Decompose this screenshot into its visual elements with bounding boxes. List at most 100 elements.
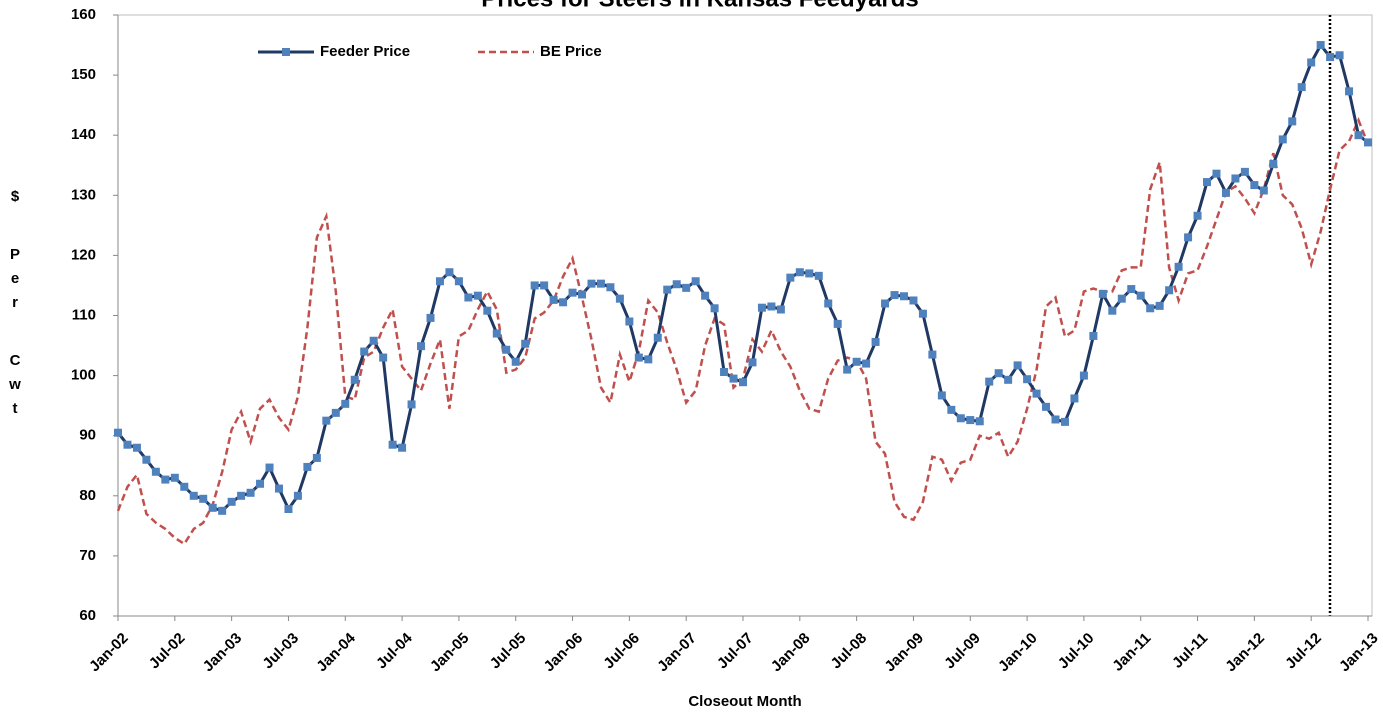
marker — [511, 357, 520, 366]
marker — [218, 506, 227, 515]
marker — [1004, 375, 1013, 384]
x-tick-label: Jul-03 — [259, 630, 302, 673]
x-tick-label: Jan-09 — [881, 630, 927, 676]
marker — [407, 400, 416, 409]
x-tick-label: Jan-05 — [427, 630, 473, 676]
marker — [492, 329, 501, 338]
marker — [587, 279, 596, 288]
marker — [786, 273, 795, 282]
x-tick-label: Jul-06 — [600, 630, 643, 673]
marker — [1335, 51, 1344, 60]
marker — [1070, 394, 1079, 403]
marker — [246, 488, 255, 497]
marker — [331, 408, 340, 417]
marker — [644, 355, 653, 364]
marker — [928, 350, 937, 359]
x-tick-label: Jul-02 — [146, 630, 189, 673]
marker — [1079, 371, 1088, 380]
x-tick-label: Jan-08 — [768, 630, 814, 676]
marker — [454, 277, 463, 286]
marker — [985, 377, 994, 386]
marker — [435, 277, 444, 286]
marker — [956, 414, 965, 423]
marker — [776, 305, 785, 314]
marker — [852, 357, 861, 366]
marker — [1288, 117, 1297, 126]
marker — [1354, 131, 1363, 140]
marker — [739, 378, 747, 387]
marker — [1155, 301, 1164, 310]
marker — [1250, 181, 1259, 190]
marker — [568, 288, 577, 297]
marker — [899, 292, 908, 301]
y-tick-label: 100 — [71, 367, 96, 384]
marker — [634, 353, 643, 362]
marker — [767, 302, 776, 311]
marker — [596, 279, 605, 288]
marker — [1240, 167, 1249, 176]
marker — [151, 467, 160, 476]
marker — [1098, 289, 1107, 298]
y-tick-label: 70 — [79, 547, 96, 564]
marker — [341, 399, 350, 408]
x-tick-label: Jan-03 — [200, 630, 246, 676]
marker — [862, 359, 871, 368]
marker — [1212, 169, 1221, 178]
marker — [521, 339, 530, 348]
legend-label: BE Price — [540, 43, 602, 60]
marker — [1117, 294, 1126, 303]
marker — [483, 306, 492, 315]
marker — [1127, 285, 1136, 294]
x-tick-label: Jul-04 — [373, 629, 416, 672]
marker — [426, 313, 435, 322]
y-tick-label: 60 — [79, 607, 96, 624]
marker — [1013, 361, 1022, 370]
marker — [578, 290, 587, 299]
marker — [871, 337, 880, 346]
marker — [379, 353, 388, 362]
marker — [701, 291, 710, 300]
legend-label: Feeder Price — [320, 43, 410, 60]
marker — [189, 491, 198, 500]
marker — [795, 268, 804, 277]
series-line — [116, 42, 1369, 513]
marker — [1108, 306, 1117, 315]
x-tick-label: Jan-06 — [541, 630, 587, 676]
marker — [502, 345, 511, 354]
x-tick-label: Jul-07 — [714, 630, 757, 673]
x-tick-label: Jan-11 — [1109, 630, 1154, 675]
marker — [265, 463, 274, 472]
marker — [237, 491, 246, 500]
marker — [1023, 375, 1032, 384]
marker — [1146, 304, 1155, 313]
marker — [909, 296, 918, 305]
marker — [398, 443, 407, 452]
marker — [757, 303, 766, 312]
marker — [1269, 160, 1278, 169]
marker — [615, 294, 624, 303]
y-tick-label: 90 — [79, 427, 96, 444]
marker — [1042, 402, 1051, 411]
marker — [1089, 331, 1098, 340]
marker — [824, 299, 833, 308]
marker — [1203, 178, 1212, 187]
marker — [833, 319, 842, 328]
x-tick-label: Jul-05 — [487, 630, 530, 673]
marker — [947, 405, 956, 414]
x-tick-label: Jan-07 — [654, 630, 700, 676]
marker — [123, 440, 132, 449]
marker — [208, 503, 217, 512]
marker — [1326, 53, 1335, 62]
marker — [350, 375, 359, 384]
marker — [1060, 417, 1069, 426]
y-tick-label: 150 — [71, 66, 96, 83]
marker — [1136, 291, 1145, 300]
marker — [994, 369, 1003, 378]
marker — [682, 283, 691, 292]
marker — [843, 365, 852, 374]
marker — [1231, 174, 1240, 183]
marker — [710, 304, 719, 313]
marker — [1221, 188, 1230, 197]
